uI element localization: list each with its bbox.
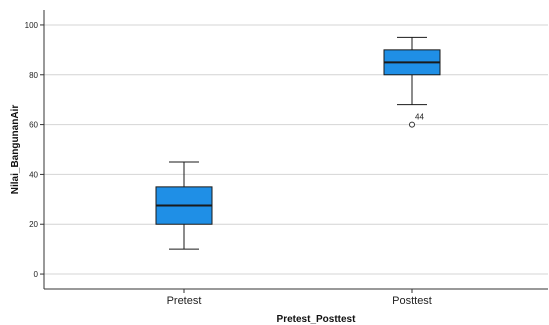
x-axis-title: Pretest_Posttest xyxy=(277,314,357,325)
x-category-label-pretest: Pretest xyxy=(167,295,202,307)
box-posttest: 44 xyxy=(383,36,441,128)
y-tick-label-100: 100 xyxy=(25,21,39,30)
y-tick-label-0: 0 xyxy=(34,270,39,279)
x-category-label-posttest: Posttest xyxy=(392,295,432,307)
y-axis-ticks: 0 20 40 60 80 100 xyxy=(25,21,44,279)
outlier-label-posttest: 44 xyxy=(415,113,424,122)
y-tick-label-20: 20 xyxy=(29,220,38,229)
x-axis-category-labels: Pretest Posttest xyxy=(167,289,432,307)
y-tick-label-60: 60 xyxy=(29,121,38,130)
y-tick-label-40: 40 xyxy=(29,170,38,179)
box-plots: 44 xyxy=(155,36,441,250)
gridlines xyxy=(44,24,548,275)
y-axis-title: Nilai_BangunanAir xyxy=(10,105,21,195)
box-pretest xyxy=(155,161,213,250)
outlier-point-posttest xyxy=(409,121,415,128)
y-tick-label-80: 80 xyxy=(29,71,38,80)
